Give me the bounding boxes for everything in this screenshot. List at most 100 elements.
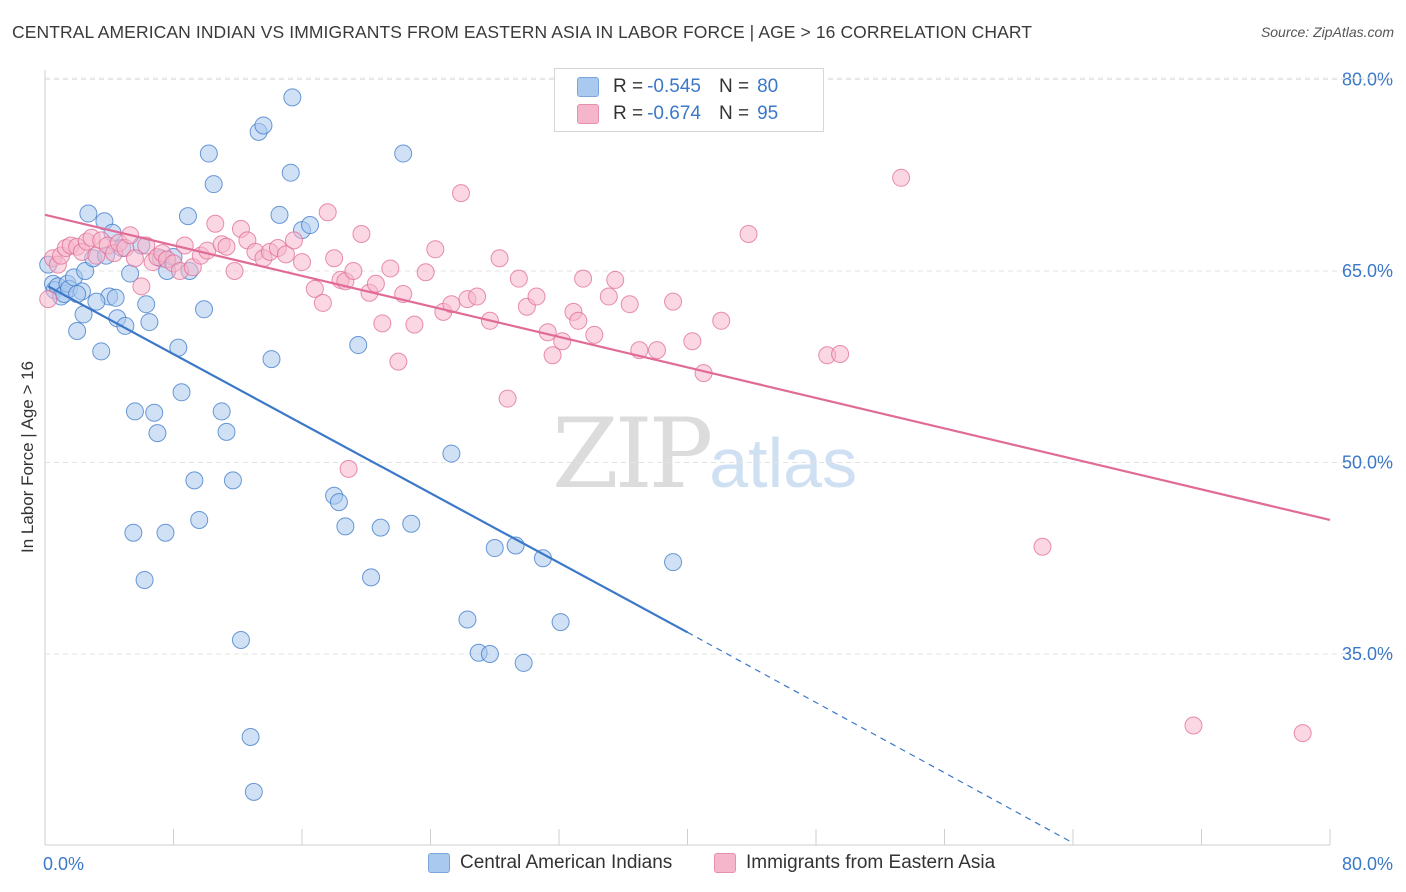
- point-central-american-indians: [140, 313, 159, 332]
- point-immigrants-eastern-asia: [831, 344, 850, 363]
- point-immigrants-eastern-asia: [352, 224, 371, 243]
- point-central-american-indians: [148, 424, 167, 443]
- point-immigrants-eastern-asia: [574, 269, 593, 288]
- point-immigrants-eastern-asia: [125, 249, 144, 268]
- point-central-american-indians: [241, 727, 260, 746]
- point-central-american-indians: [87, 292, 106, 311]
- point-immigrants-eastern-asia: [647, 341, 666, 360]
- point-central-american-indians: [551, 613, 570, 632]
- point-immigrants-eastern-asia: [606, 270, 625, 289]
- point-central-american-indians: [92, 342, 111, 361]
- series-legend: Central American Indians Immigrants from…: [0, 852, 1406, 878]
- point-central-american-indians: [480, 645, 499, 663]
- y-tick-label: 65.0%: [1342, 261, 1393, 281]
- point-immigrants-eastern-asia: [217, 237, 236, 256]
- point-immigrants-eastern-asia: [381, 259, 400, 278]
- trendline-extension-central-american-indians: [687, 631, 1074, 844]
- point-immigrants-eastern-asia: [39, 290, 58, 309]
- legend-n-label: N =: [718, 103, 750, 124]
- point-immigrants-eastern-asia: [132, 277, 151, 296]
- legend-n-label: N =: [718, 76, 750, 97]
- legend-swatch-pink: [577, 104, 599, 124]
- point-central-american-indians: [217, 422, 236, 441]
- point-immigrants-eastern-asia: [468, 287, 487, 306]
- y-tick-label: 80.0%: [1342, 70, 1393, 90]
- source-label: Source: ZipAtlas.com: [1260, 24, 1394, 40]
- point-immigrants-eastern-asia: [442, 295, 461, 314]
- legend-row-pink: R = -0.674 N = 95: [577, 101, 778, 127]
- point-immigrants-eastern-asia: [284, 231, 303, 250]
- point-immigrants-eastern-asia: [318, 203, 337, 222]
- point-central-american-indians: [178, 207, 197, 226]
- point-central-american-indians: [199, 144, 218, 163]
- point-central-american-indians: [145, 403, 164, 422]
- point-immigrants-eastern-asia: [389, 352, 408, 371]
- point-central-american-indians: [137, 295, 156, 314]
- point-immigrants-eastern-asia: [892, 168, 911, 187]
- point-central-american-indians: [349, 336, 368, 355]
- point-central-american-indians: [336, 517, 355, 536]
- x-tick-label: 0.0%: [43, 854, 84, 874]
- point-immigrants-eastern-asia: [712, 311, 731, 330]
- point-immigrants-eastern-asia: [1033, 537, 1052, 556]
- point-immigrants-eastern-asia: [452, 184, 471, 203]
- point-immigrants-eastern-asia: [1293, 724, 1312, 743]
- correlation-legend: R = -0.545 N = 80 R = -0.674 N = 95: [554, 68, 824, 132]
- chart-title: CENTRAL AMERICAN INDIAN VS IMMIGRANTS FR…: [12, 22, 1033, 42]
- point-central-american-indians: [135, 570, 154, 589]
- point-central-american-indians: [212, 402, 231, 421]
- legend-r-label: R =: [613, 103, 644, 124]
- point-immigrants-eastern-asia: [569, 311, 588, 330]
- point-central-american-indians: [514, 653, 533, 672]
- point-immigrants-eastern-asia: [498, 389, 517, 408]
- point-central-american-indians: [394, 144, 413, 163]
- legend-n-value: 80: [757, 76, 779, 97]
- point-immigrants-eastern-asia: [206, 214, 225, 233]
- series-legend-label: Central American Indians: [460, 852, 673, 873]
- point-central-american-indians: [442, 444, 461, 463]
- point-central-american-indians: [156, 523, 175, 542]
- point-central-american-indians: [106, 288, 125, 307]
- point-immigrants-eastern-asia: [325, 249, 344, 268]
- point-central-american-indians: [254, 116, 273, 135]
- point-central-american-indians: [190, 510, 209, 529]
- series-swatch-blue: [428, 853, 450, 873]
- point-central-american-indians: [281, 163, 300, 182]
- point-central-american-indians: [223, 471, 242, 490]
- point-central-american-indians: [195, 300, 214, 319]
- point-central-american-indians: [79, 204, 98, 223]
- point-immigrants-eastern-asia: [305, 279, 324, 298]
- x-tick-label: 80.0%: [1342, 854, 1393, 874]
- point-central-american-indians: [68, 322, 87, 341]
- point-immigrants-eastern-asia: [543, 346, 562, 365]
- point-central-american-indians: [124, 523, 143, 542]
- point-immigrants-eastern-asia: [527, 287, 546, 306]
- series-legend-item-pink: Immigrants from Eastern Asia: [714, 852, 995, 874]
- point-immigrants-eastern-asia: [1184, 716, 1203, 735]
- point-central-american-indians: [664, 553, 683, 572]
- point-central-american-indians: [458, 610, 477, 629]
- point-immigrants-eastern-asia: [585, 325, 604, 344]
- point-immigrants-eastern-asia: [620, 295, 639, 314]
- series-swatch-pink: [714, 853, 736, 873]
- point-immigrants-eastern-asia: [373, 314, 392, 333]
- point-immigrants-eastern-asia: [137, 236, 156, 255]
- point-central-american-indians: [485, 539, 504, 558]
- point-central-american-indians: [283, 88, 302, 107]
- trendline-central-american-indians: [47, 285, 689, 634]
- legend-n-value: 95: [757, 103, 779, 124]
- legend-swatch-blue: [577, 77, 599, 97]
- legend-r-value: -0.545: [647, 76, 701, 97]
- y-tick-label: 50.0%: [1342, 453, 1393, 473]
- series-legend-item-blue: Central American Indians: [428, 852, 672, 874]
- point-central-american-indians: [231, 630, 250, 649]
- point-central-american-indians: [185, 471, 204, 490]
- series-legend-label: Immigrants from Eastern Asia: [746, 852, 996, 873]
- point-central-american-indians: [301, 216, 320, 235]
- point-immigrants-eastern-asia: [599, 287, 618, 306]
- y-tick-label: 35.0%: [1342, 644, 1393, 664]
- point-immigrants-eastern-asia: [405, 315, 424, 334]
- point-immigrants-eastern-asia: [426, 240, 445, 259]
- point-immigrants-eastern-asia: [490, 249, 509, 268]
- legend-r-label: R =: [613, 76, 644, 97]
